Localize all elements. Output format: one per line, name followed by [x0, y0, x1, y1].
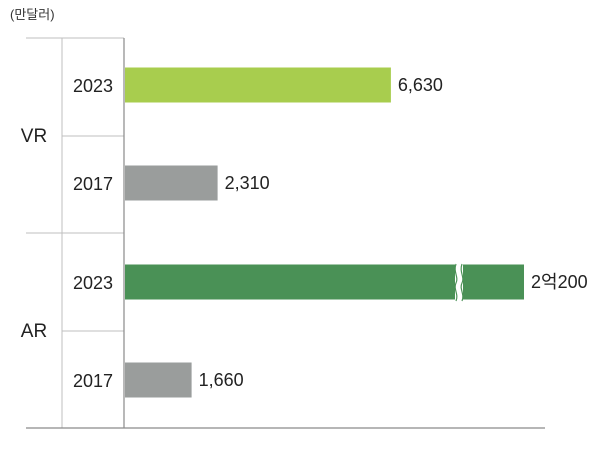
value-label-vr-2023: 6,630: [398, 75, 443, 95]
bar-vr-2017: [125, 165, 218, 201]
bar-ar-2023: [125, 264, 524, 300]
year-label-vr-2023: 2023: [73, 76, 113, 96]
unit-label: (만달러): [10, 7, 55, 22]
group-label-ar: AR: [21, 321, 47, 342]
year-label-vr-2017: 2017: [73, 174, 113, 194]
value-label-ar-2017: 1,660: [199, 370, 244, 390]
group-label-vr: VR: [21, 126, 47, 147]
bar-vr-2023: [125, 67, 391, 103]
axis-break-mark: [454, 263, 464, 302]
year-label-ar-2017: 2017: [73, 371, 113, 391]
value-label-ar-2023: 2억200: [531, 272, 588, 292]
year-label-ar-2023: 2023: [73, 273, 113, 293]
bar-ar-2017: [125, 362, 192, 398]
value-label-vr-2017: 2,310: [225, 173, 270, 193]
